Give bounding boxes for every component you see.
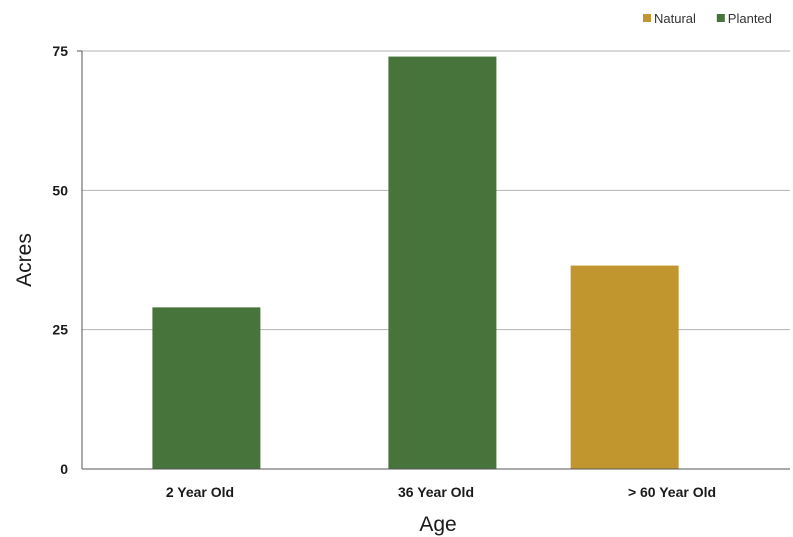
legend: Natural Planted (643, 11, 772, 26)
y-tick-labels: 0 25 50 75 (52, 43, 68, 477)
y-tick-label: 75 (52, 43, 68, 59)
y-tick-label: 50 (52, 182, 68, 198)
bar (152, 307, 261, 469)
y-tick-label: 0 (60, 461, 68, 477)
axes (77, 50, 790, 470)
y-axis-title: Acres (13, 233, 36, 287)
legend-label: Planted (728, 11, 772, 26)
bar (388, 56, 497, 469)
legend-swatch (643, 14, 651, 22)
x-tick-label: > 60 Year Old (628, 484, 716, 500)
x-tick-labels: 2 Year Old 36 Year Old > 60 Year Old (166, 484, 716, 500)
y-tick-label: 25 (52, 322, 68, 338)
bar (570, 265, 679, 469)
legend-swatch (716, 14, 725, 22)
x-tick-label: 2 Year Old (166, 484, 234, 500)
x-axis-title: Age (419, 513, 456, 536)
x-tick-label: 36 Year Old (398, 484, 474, 500)
legend-label: Natural (654, 11, 696, 26)
bars (152, 56, 679, 469)
